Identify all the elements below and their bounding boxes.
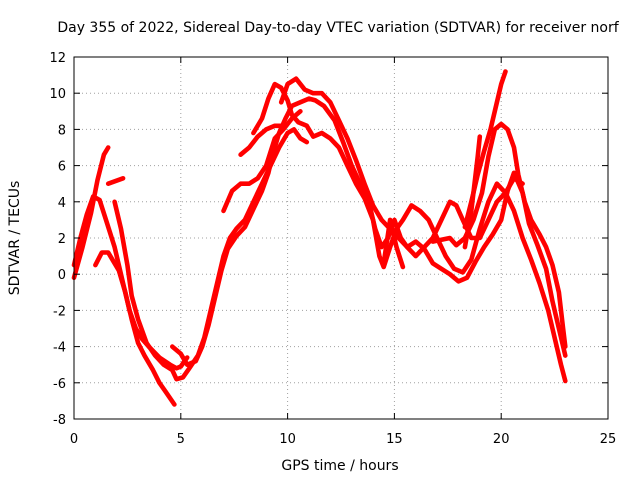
series-trace-4	[93, 250, 177, 407]
series-trace-6	[170, 96, 525, 367]
series-trace-13	[462, 134, 483, 250]
y-axis-label: SDTVAR / TECUs	[7, 181, 23, 296]
x-tick-label: 0	[70, 432, 78, 447]
y-tick-label: 8	[58, 123, 66, 138]
x-tick-label: 5	[177, 432, 185, 447]
y-tick-label: 4	[58, 196, 66, 211]
x-tick-label: 15	[386, 432, 403, 447]
chart-title: Day 355 of 2022, Sidereal Day-to-day VTE…	[57, 20, 619, 36]
series-trace-3	[105, 176, 126, 186]
y-tick-label: 12	[49, 51, 66, 66]
data-series	[71, 69, 568, 407]
series-trace-8	[238, 123, 284, 157]
y-tick-label: 2	[58, 232, 66, 247]
x-axis-label: GPS time / hours	[281, 458, 398, 474]
grid	[74, 57, 608, 419]
y-tick-label: 10	[49, 87, 66, 102]
x-tick-label: 25	[600, 432, 617, 447]
y-tick-label: -2	[53, 304, 66, 319]
series-trace-11	[430, 121, 568, 349]
x-tick-label: 10	[279, 432, 296, 447]
series-trace-14	[381, 217, 406, 270]
y-tick-label: 6	[58, 160, 66, 175]
y-tick-label: -8	[53, 413, 66, 428]
y-tick-label: 0	[58, 268, 66, 283]
series-trace-7	[221, 109, 303, 214]
y-tick-label: -6	[53, 377, 66, 392]
x-tick-label: 20	[493, 432, 510, 447]
y-tick-label: -4	[53, 341, 66, 356]
series-trace-2	[71, 145, 111, 281]
series-trace-9	[251, 81, 568, 384]
axis-ticks: 0 5 10 15 20 25 -8 -6 -4 -2 0 2 4 6 8 10 12	[49, 51, 616, 447]
